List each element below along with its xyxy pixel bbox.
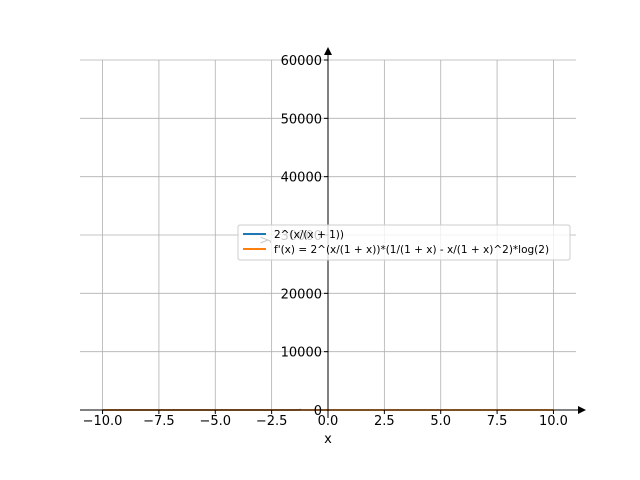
y-tick-label: 0 — [314, 404, 322, 419]
x-tick-label: −2.5 — [256, 414, 288, 429]
y-axis-arrow-icon — [324, 47, 332, 55]
legend-label-series-2: f'(x) = 2^(x/(1 + x))*(1/(1 + x) - x/(1 … — [274, 244, 549, 256]
x-tick-label: 2.5 — [374, 414, 395, 429]
x-axis-arrow-icon — [578, 406, 586, 414]
x-tick-label: 5.0 — [430, 414, 451, 429]
y-tick-label: 20000 — [281, 287, 322, 302]
legend-box — [237, 224, 571, 261]
x-axis-label: x — [324, 432, 332, 447]
x-tick-label: −10.0 — [83, 414, 123, 429]
x-tick-label: −7.5 — [143, 414, 175, 429]
y-tick-label: 40000 — [281, 171, 322, 186]
y-tick-label: 50000 — [281, 112, 322, 127]
y-tick-label: 60000 — [281, 54, 322, 69]
x-tick-label: 10.0 — [539, 414, 568, 429]
x-tick-label: −5.0 — [199, 414, 231, 429]
x-tick-label: 0.0 — [318, 414, 339, 429]
x-tick-label: 7.5 — [487, 414, 508, 429]
y-tick-label: 10000 — [281, 346, 322, 361]
legend-label-series-1: 2^(x/(x + 1)) — [274, 229, 344, 241]
legend: 2^(x/(x + 1)) f'(x) = 2^(x/(1 + x))*(1/(… — [237, 224, 571, 261]
tick-labels: −10.0 −7.5 −5.0 −2.5 0.0 2.5 5.0 7.5 10.0 0 10000 2… — [83, 54, 568, 429]
